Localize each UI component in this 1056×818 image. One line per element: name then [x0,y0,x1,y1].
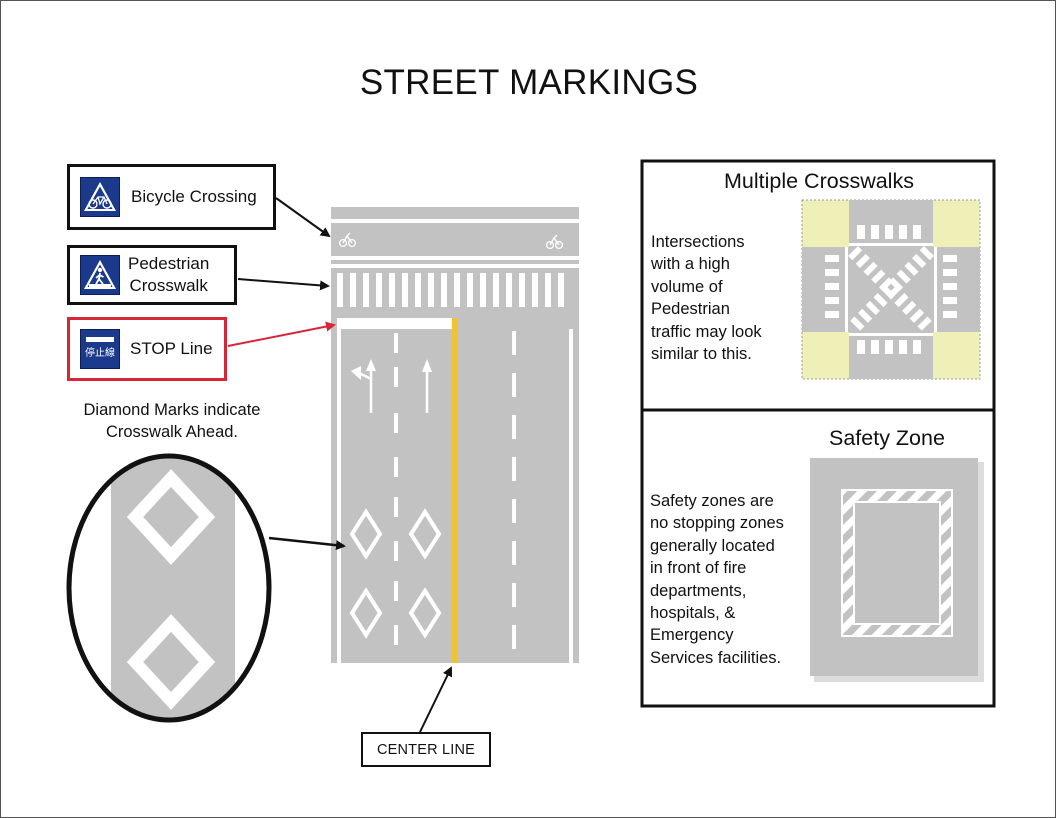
bicycle-crossing-sign-icon [80,177,120,217]
bicycle-marking-left [338,232,357,248]
safety-zone-line: Services facilities. [650,648,782,667]
safety-zone-illustration [810,458,984,682]
right-lane-divider [512,331,516,649]
stop-line-sign-icon: 停止線 [80,329,120,369]
pedestrian-pointer-arrow [237,278,330,291]
pedestrian-crosswalk-stripes [337,273,564,307]
diamond-note-line2: Crosswalk Ahead. [105,423,239,441]
pedestrian-crosswalk-line1: Pedestrian [128,254,210,273]
pointer-arrows [227,197,453,733]
bike-lane-top-line [331,219,579,223]
multiple-crosswalks-line: similar to this. [651,345,752,364]
safety-zone-line: Safety zones are [650,492,774,510]
crosswalk-top-line [331,264,579,268]
multiple-crosswalks-line: traffic may look [651,322,762,341]
bicycle-marking-right [545,234,564,250]
left-turn-straight-arrow-marking [351,359,376,413]
multiple-crosswalks-line: Intersections [651,233,745,251]
stop-line-pointer-arrow [227,321,336,347]
stop-line-marking [337,318,453,329]
stop-line-text: STOP Line [130,339,213,358]
road [331,207,579,663]
diamond-note-line1: Diamond Marks indicate [83,401,261,419]
safety-zone-title: Safety Zone [829,426,945,450]
center-line-label: CENTER LINE [361,732,491,767]
bicycle-crossing-text: Bicycle Crossing [131,187,257,206]
multiple-crosswalks-description: Intersections with a high volume of Pede… [651,231,762,365]
safety-zone-line: no stopping zones [650,514,784,533]
pedestrian-crossing-sign-icon [80,255,120,295]
safety-zone-line: Emergency [650,626,734,645]
safety-zone-line: generally located [650,536,775,555]
multiple-crosswalks-line: Pedestrian [651,300,730,319]
right-edge-line [569,329,573,663]
multiple-crosswalks-line: volume of [651,277,723,296]
diamond-zoom-ellipse [66,453,272,723]
center-line-marking [452,318,457,663]
stop-sign-text: 停止線 [85,348,115,359]
bicycle-pointer-arrow [275,197,331,238]
multiple-crosswalks-illustration [801,199,981,380]
diamond-pointer-arrow [268,536,346,551]
page-title: STREET MARKINGS [359,63,699,102]
safety-zone-description: Safety zones are no stopping zones gener… [650,490,784,669]
safety-zone-line: in front of fire [650,559,747,578]
left-edge-line [337,329,341,663]
stop-line-label: 停止線 STOP Line [67,317,227,381]
pedestrian-crosswalk-text: Pedestrian Crosswalk [128,253,209,297]
multiple-crosswalks-line: with a high [651,255,730,274]
pedestrian-crosswalk-line2: Crosswalk [129,276,208,295]
safety-zone-line: hospitals, & [650,604,736,623]
bike-lane-bottom-line [331,256,579,260]
right-panel [640,159,996,708]
diamond-marks-note: Diamond Marks indicate Crosswalk Ahead. [63,399,281,443]
safety-zone-line: departments, [650,581,747,600]
bicycle-crossing-label: Bicycle Crossing [67,164,276,230]
diamond-marks [349,508,442,639]
straight-arrow-marking [422,359,432,413]
pedestrian-crosswalk-label: Pedestrian Crosswalk [67,245,237,305]
left-lane-divider [394,333,398,645]
multiple-crosswalks-title: Multiple Crosswalks [724,169,914,193]
center-line-pointer-arrow [419,666,453,733]
